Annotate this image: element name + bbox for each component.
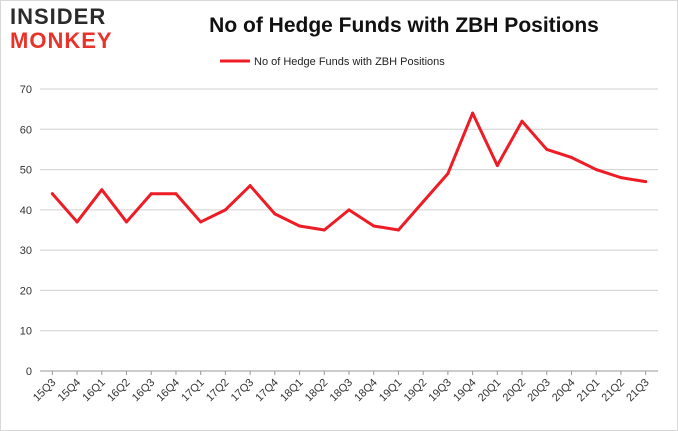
logo-line-1: INSIDER: [10, 4, 107, 29]
x-tick-label: 19Q2: [402, 377, 430, 405]
chart-title: No of Hedge Funds with ZBH Positions: [209, 14, 599, 37]
y-tick-label: 30: [20, 245, 32, 257]
x-tick-label: 18Q2: [303, 377, 331, 405]
x-tick-label: 15Q4: [56, 377, 84, 405]
data-point: [471, 111, 475, 115]
data-point: [273, 212, 277, 216]
x-tick-label: 15Q3: [31, 377, 59, 405]
legend-label: No of Hedge Funds with ZBH Positions: [254, 56, 445, 68]
x-tick-label: 21Q3: [624, 377, 652, 405]
x-tick-label: 19Q1: [377, 377, 405, 405]
x-tick-label: 17Q1: [179, 377, 207, 405]
x-tick-label: 18Q1: [278, 377, 306, 405]
x-tick-label: 21Q2: [600, 377, 628, 405]
x-tick-label: 16Q3: [130, 377, 158, 405]
data-point: [50, 192, 54, 196]
x-tick-label: 17Q2: [204, 377, 232, 405]
data-point: [174, 192, 178, 196]
data-point: [644, 180, 648, 184]
x-tick-label: 17Q4: [253, 377, 281, 405]
y-tick-label: 50: [20, 165, 32, 177]
x-axis-ticks: 15Q315Q416Q116Q216Q316Q417Q117Q217Q317Q4…: [31, 371, 652, 404]
y-axis-ticks: 0 10 20 30 40 50 60 70: [20, 84, 32, 378]
legend: No of Hedge Funds with ZBH Positions: [220, 56, 445, 68]
insider-monkey-logo: INSIDER MONKEY: [10, 6, 128, 52]
data-point: [594, 168, 598, 172]
x-tick-label: 20Q1: [476, 377, 504, 405]
data-point: [223, 208, 227, 212]
data-point: [569, 155, 573, 159]
data-point: [199, 220, 203, 224]
y-tick-label: 20: [20, 285, 32, 297]
x-tick-label: 21Q1: [575, 377, 603, 405]
data-point: [520, 119, 524, 123]
data-point: [347, 208, 351, 212]
gridlines: [40, 88, 658, 372]
data-point: [149, 192, 153, 196]
x-tick-label: 16Q4: [155, 377, 183, 405]
y-tick-label: 60: [20, 124, 32, 136]
data-point: [322, 228, 326, 232]
data-point: [545, 147, 549, 151]
x-tick-label: 17Q3: [229, 377, 257, 405]
data-point: [298, 224, 302, 228]
y-tick-label: 10: [20, 326, 32, 338]
logo-line-2: MONKEY: [10, 28, 113, 53]
data-point: [100, 188, 104, 192]
x-tick-label: 19Q4: [451, 377, 479, 405]
data-point: [421, 200, 425, 204]
x-tick-label: 19Q3: [426, 377, 454, 405]
x-tick-label: 16Q1: [80, 377, 108, 405]
y-tick-label: 40: [20, 205, 32, 217]
y-tick-label: 0: [26, 366, 32, 378]
x-tick-label: 20Q3: [525, 377, 553, 405]
series-layer: [50, 111, 648, 232]
data-point: [125, 220, 129, 224]
series-line: [50, 111, 648, 232]
y-tick-label: 70: [20, 84, 32, 96]
x-tick-label: 20Q4: [550, 377, 578, 405]
data-point: [372, 224, 376, 228]
data-point: [248, 184, 252, 188]
data-point: [396, 228, 400, 232]
x-tick-label: 18Q3: [328, 377, 356, 405]
x-tick-label: 20Q2: [501, 377, 529, 405]
x-tick-label: 16Q2: [105, 377, 133, 405]
data-point: [446, 172, 450, 176]
data-point: [619, 176, 623, 180]
x-tick-label: 18Q4: [352, 377, 380, 405]
data-point: [75, 220, 79, 224]
data-point: [495, 164, 499, 168]
